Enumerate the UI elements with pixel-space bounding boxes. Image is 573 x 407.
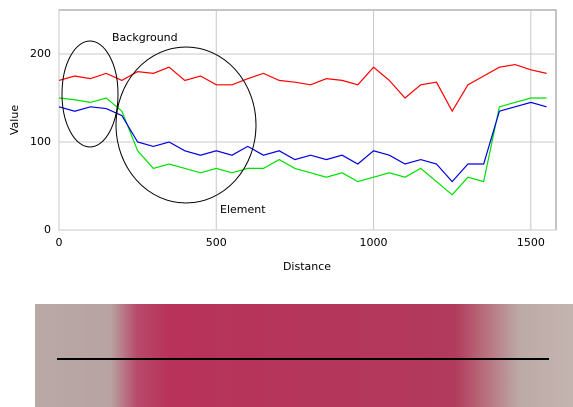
x-tick-label: 0: [56, 236, 63, 249]
data-line: [58, 97, 547, 196]
plot-area: [58, 9, 557, 231]
x-axis-title: Distance: [283, 260, 331, 273]
annotation: Background: [112, 31, 178, 44]
x-tick-label: 1000: [360, 236, 388, 249]
annotation-ellipse: [61, 40, 119, 148]
y-tick-label: 0: [44, 223, 51, 236]
annotation-ellipse: [115, 46, 257, 204]
annotation: Element: [220, 203, 266, 216]
data-line: [58, 63, 547, 113]
x-tick-label: 1500: [517, 236, 545, 249]
y-tick-label: 200: [30, 47, 51, 60]
sample-photo: [35, 304, 573, 407]
data-line: [58, 101, 547, 183]
x-tick-label: 500: [206, 236, 227, 249]
y-axis-title: Value: [8, 105, 21, 135]
y-tick-label: 100: [30, 135, 51, 148]
